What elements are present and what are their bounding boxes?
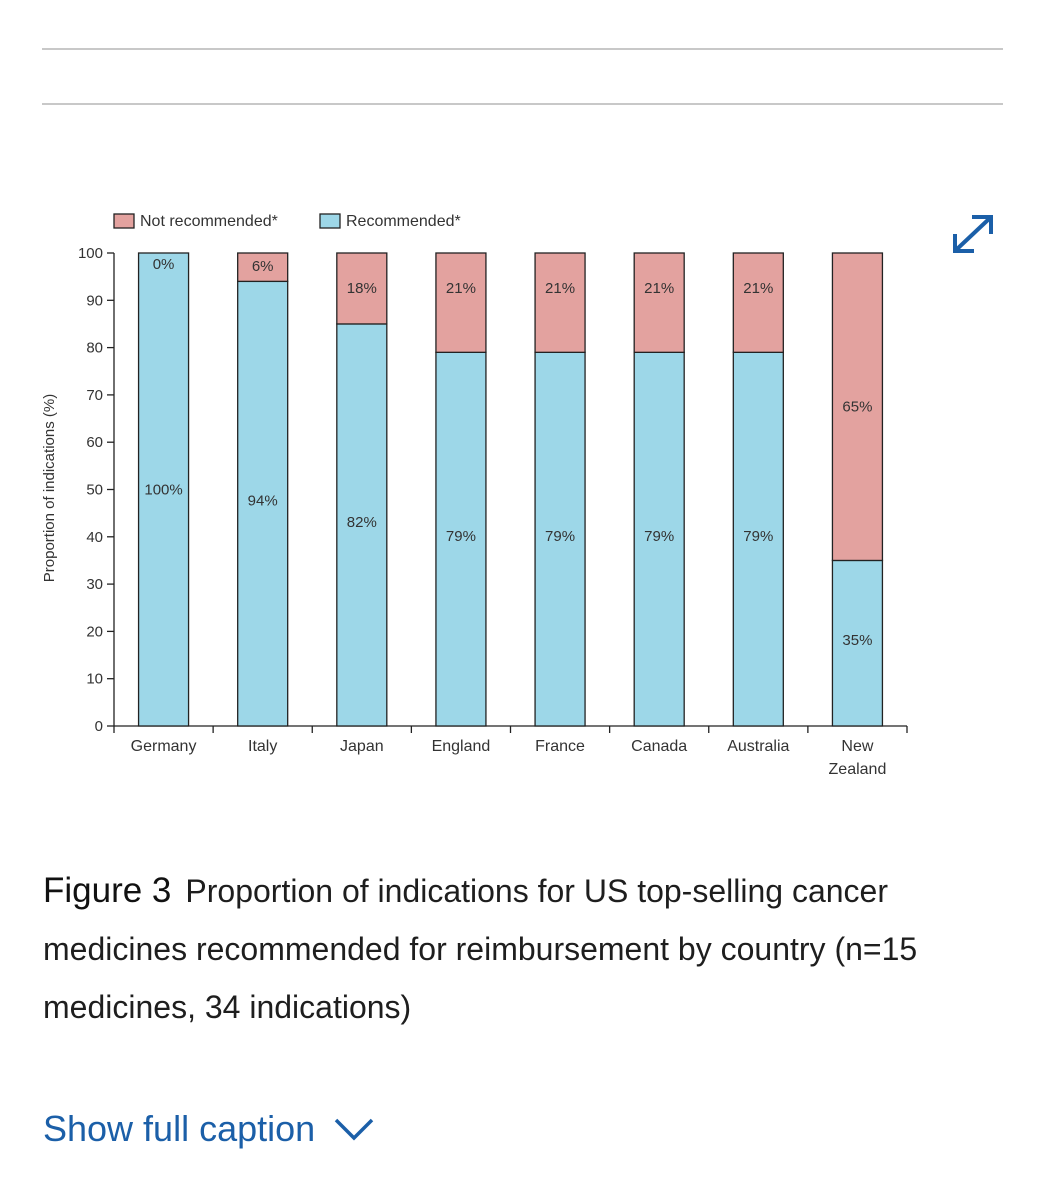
y-tick-label: 10 <box>86 671 103 688</box>
data-label-not-recommended: 21% <box>545 280 575 297</box>
stacked-bar-chart: Not recommended* Recommended* Proportion… <box>41 213 908 778</box>
y-tick-label: 70 <box>86 387 103 404</box>
y-tick-label: 80 <box>86 340 103 357</box>
y-axis-label: Proportion of indications (%) <box>41 394 58 582</box>
legend-swatch-recommended <box>319 213 341 229</box>
figure-label: Figure 3 <box>43 871 172 910</box>
y-tick-label: 30 <box>86 576 103 593</box>
data-label-recommended: 79% <box>644 528 674 545</box>
data-label-recommended: 79% <box>545 528 575 545</box>
data-label-not-recommended: 0% <box>153 256 175 273</box>
chevron-down-icon <box>334 1118 374 1141</box>
legend-label-not-recommended: Not recommended* <box>140 213 278 230</box>
x-category-label: England <box>432 738 491 755</box>
y-tick-label: 0 <box>95 718 103 735</box>
x-category-label: Canada <box>631 738 687 755</box>
bar-recommended <box>534 351 586 727</box>
bar-recommended <box>137 252 190 727</box>
bar-recommended <box>237 280 289 727</box>
bar-recommended <box>435 351 487 727</box>
bar-not-recommended <box>237 252 289 283</box>
y-tick-label: 90 <box>86 292 103 309</box>
expand-icon <box>953 215 993 253</box>
data-label-not-recommended: 65% <box>842 399 872 416</box>
x-category-label: Germany <box>131 738 197 755</box>
x-category-label: Japan <box>340 738 384 755</box>
y-tick-label: 40 <box>86 529 103 546</box>
data-label-recommended: 79% <box>446 528 476 545</box>
bar-not-recommended <box>435 252 487 353</box>
bar-not-recommended <box>633 252 685 353</box>
data-label-not-recommended: 6% <box>252 258 274 275</box>
y-tick-label: 100 <box>78 245 103 262</box>
data-label-not-recommended: 21% <box>644 280 674 297</box>
bar-not-recommended <box>732 252 784 353</box>
y-axis: 0 10 20 30 40 50 60 70 80 90 100 <box>78 245 115 735</box>
figure-caption-text: Proportion of indications for US top-sel… <box>43 873 918 1025</box>
bar-not-recommended <box>831 252 884 562</box>
chart-legend: Not recommended* Recommended* <box>113 213 461 230</box>
bar-not-recommended <box>534 252 586 353</box>
data-label-recommended: 100% <box>144 482 182 499</box>
data-label-recommended: 35% <box>842 632 872 649</box>
bar-not-recommended <box>336 252 388 325</box>
data-label-recommended: 79% <box>743 528 773 545</box>
y-tick-label: 50 <box>86 482 103 499</box>
show-full-caption-label: Show full caption <box>43 1108 316 1149</box>
show-full-caption-link[interactable]: Show full caption <box>43 1108 375 1150</box>
data-label-not-recommended: 18% <box>347 280 377 297</box>
x-category-label: Australia <box>727 738 789 755</box>
x-category-label: Italy <box>248 738 277 755</box>
data-label-recommended: 82% <box>347 514 377 531</box>
data-label-not-recommended: 21% <box>446 280 476 297</box>
expand-figure-button[interactable] <box>948 210 998 260</box>
x-category-label: France <box>535 738 585 755</box>
data-label-not-recommended: 21% <box>743 280 773 297</box>
data-label-recommended: 94% <box>248 493 278 510</box>
x-category-label: New Zealand <box>829 738 887 778</box>
bars-group: 100% 0% 94% 6% 82% 18% 79% 21% 79% 21% 79% 21% 79% 21… <box>137 252 884 727</box>
y-tick-label: 60 <box>86 434 103 451</box>
bar-recommended <box>732 351 784 727</box>
y-tick-label: 20 <box>86 623 103 640</box>
figure-caption: Figure 3 Proportion of indications for US… <box>43 862 1003 1036</box>
top-divider <box>42 48 1003 50</box>
legend-label-recommended: Recommended* <box>346 213 461 230</box>
x-axis: Germany Italy Japan England France Canada Aust… <box>113 725 908 778</box>
bottom-divider <box>42 103 1003 105</box>
legend-swatch-not-recommended <box>113 213 135 229</box>
